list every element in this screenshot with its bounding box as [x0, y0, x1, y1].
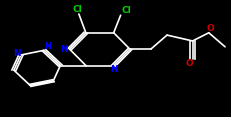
Text: O: O: [185, 59, 193, 68]
Text: N: N: [14, 49, 21, 58]
Text: Cl: Cl: [73, 5, 82, 14]
Text: N: N: [109, 65, 117, 74]
Text: O: O: [205, 24, 213, 33]
Text: Cl: Cl: [121, 6, 131, 15]
Text: N: N: [44, 42, 51, 51]
Text: N: N: [60, 45, 67, 54]
